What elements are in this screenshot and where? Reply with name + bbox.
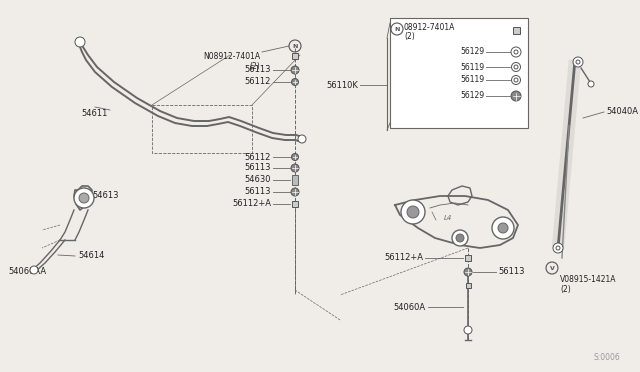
Circle shape xyxy=(291,188,299,196)
Text: 56113: 56113 xyxy=(498,267,525,276)
Text: S:0006: S:0006 xyxy=(593,353,620,362)
Text: 56112: 56112 xyxy=(244,77,271,87)
Circle shape xyxy=(511,47,521,57)
Text: 54630: 54630 xyxy=(244,176,271,185)
Circle shape xyxy=(464,268,472,276)
Text: V08915-1421A
(2): V08915-1421A (2) xyxy=(560,275,616,294)
Bar xyxy=(292,53,298,59)
Circle shape xyxy=(492,217,514,239)
Text: 54613: 54613 xyxy=(92,190,118,199)
Text: 56113: 56113 xyxy=(244,164,271,173)
Circle shape xyxy=(514,50,518,54)
Text: N: N xyxy=(394,27,400,32)
Text: V: V xyxy=(550,266,554,271)
Circle shape xyxy=(498,223,508,233)
Text: 54060A: 54060A xyxy=(394,302,426,311)
Circle shape xyxy=(588,81,594,87)
Bar xyxy=(292,175,298,185)
Circle shape xyxy=(511,91,521,101)
Text: 54040A: 54040A xyxy=(606,108,638,116)
Circle shape xyxy=(452,230,468,246)
Text: 56112: 56112 xyxy=(244,153,271,161)
Text: (2): (2) xyxy=(404,32,415,42)
Circle shape xyxy=(291,164,299,172)
Text: 56113: 56113 xyxy=(244,187,271,196)
Circle shape xyxy=(74,188,94,208)
Circle shape xyxy=(456,234,464,242)
Circle shape xyxy=(291,78,298,86)
Circle shape xyxy=(556,246,560,250)
Circle shape xyxy=(573,57,583,67)
Bar xyxy=(513,26,520,33)
Bar xyxy=(465,282,470,288)
Circle shape xyxy=(514,78,518,82)
Bar xyxy=(390,18,528,128)
Bar xyxy=(292,201,298,207)
Text: 54611: 54611 xyxy=(82,109,108,118)
Circle shape xyxy=(511,76,520,84)
Circle shape xyxy=(407,206,419,218)
Text: N08912-7401A
(2): N08912-7401A (2) xyxy=(203,52,260,71)
Text: L4: L4 xyxy=(444,215,452,221)
Text: 56119: 56119 xyxy=(460,76,484,84)
Text: 54060AA: 54060AA xyxy=(8,267,46,276)
Circle shape xyxy=(75,37,85,47)
Circle shape xyxy=(291,66,299,74)
Circle shape xyxy=(553,243,563,253)
Circle shape xyxy=(514,65,518,69)
Text: 56110K: 56110K xyxy=(326,80,358,90)
Circle shape xyxy=(30,266,38,274)
Text: N: N xyxy=(292,44,298,49)
Text: 08912-7401A: 08912-7401A xyxy=(404,23,456,32)
Circle shape xyxy=(79,193,89,203)
Circle shape xyxy=(298,135,306,143)
Text: 56112+A: 56112+A xyxy=(384,253,423,263)
Text: 56129: 56129 xyxy=(460,48,484,57)
Circle shape xyxy=(401,200,425,224)
Text: 56129: 56129 xyxy=(460,92,484,100)
Circle shape xyxy=(291,154,298,160)
Circle shape xyxy=(576,60,580,64)
Text: 56119: 56119 xyxy=(460,62,484,71)
Text: 54614: 54614 xyxy=(78,250,104,260)
Circle shape xyxy=(464,326,472,334)
Bar xyxy=(465,255,471,261)
Text: 56113: 56113 xyxy=(244,65,271,74)
Bar xyxy=(152,105,252,153)
Text: 56112+A: 56112+A xyxy=(232,199,271,208)
Circle shape xyxy=(511,62,520,71)
